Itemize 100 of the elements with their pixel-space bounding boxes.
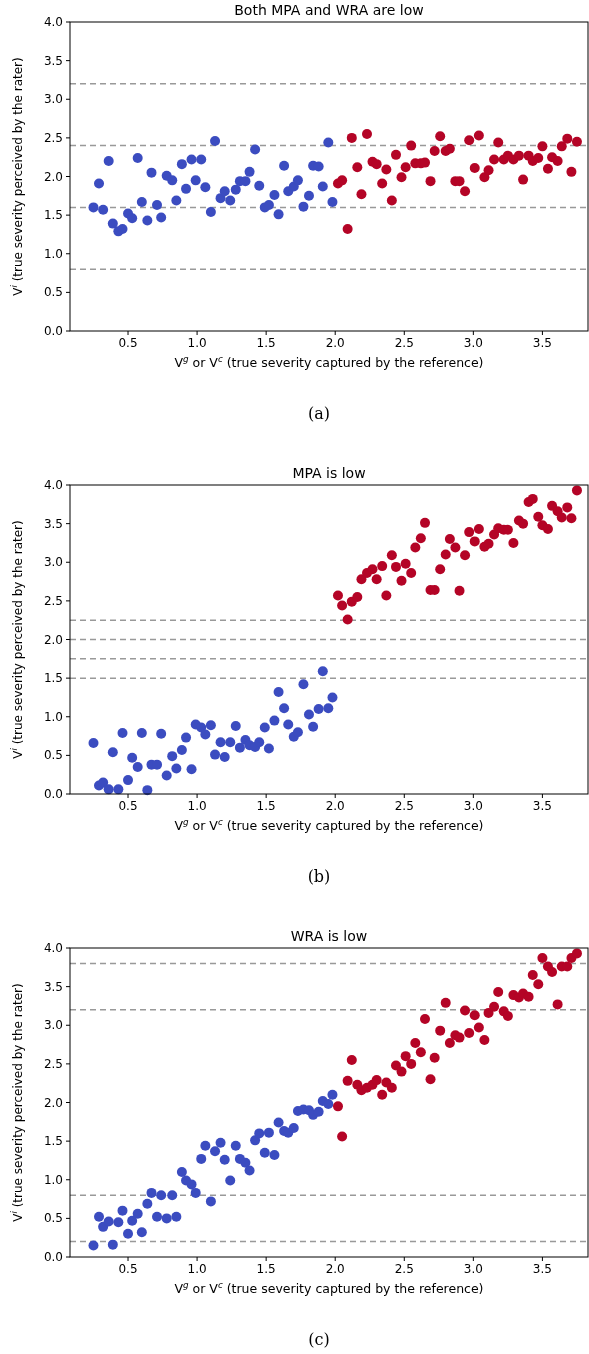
point (337, 600, 348, 611)
point (196, 154, 207, 165)
y-tick-label: 3.5 (43, 53, 63, 68)
point (396, 172, 407, 183)
point (371, 1075, 382, 1086)
point (94, 1211, 105, 1222)
point (508, 537, 519, 548)
y-tick-label: 3.5 (43, 516, 63, 531)
point (317, 181, 328, 192)
x-tick-label: 2.0 (325, 336, 345, 350)
point (479, 1034, 490, 1045)
point (396, 1066, 407, 1077)
y-tick-label: 2.0 (43, 1095, 63, 1110)
point (377, 178, 388, 189)
point (444, 534, 455, 545)
point (406, 568, 417, 579)
point (542, 163, 553, 174)
point (566, 513, 577, 524)
x-tick-label: 1.5 (256, 1262, 276, 1276)
point (533, 152, 544, 163)
point (460, 186, 471, 197)
point (493, 987, 504, 998)
point (464, 1027, 475, 1038)
point (303, 190, 314, 201)
point (469, 536, 480, 547)
point (113, 1217, 124, 1228)
y-tick-label: 1.0 (43, 1172, 63, 1187)
point (171, 195, 182, 206)
point (127, 752, 138, 763)
y-tick-label: 0.5 (43, 285, 63, 300)
point (346, 132, 357, 143)
point (460, 550, 471, 561)
point (167, 751, 178, 762)
point (146, 167, 157, 178)
point (88, 202, 99, 213)
x-axis-title: V$^{g}$ or V$^{c}$ (true severity captured by the reference) (174, 1280, 484, 1296)
point (425, 1074, 436, 1085)
point (136, 196, 147, 207)
point (420, 157, 430, 168)
point (381, 164, 392, 175)
x-tick-label: 1.0 (187, 336, 207, 350)
point (161, 1213, 172, 1224)
point (240, 1157, 251, 1168)
chart-title: Both MPA and WRA are low (234, 2, 424, 18)
x-tick-label: 3.0 (463, 1262, 483, 1276)
point (269, 715, 280, 726)
point (556, 141, 567, 152)
point (279, 703, 290, 714)
point (152, 200, 163, 211)
point (190, 175, 201, 186)
y-tick-label: 2.5 (43, 1056, 63, 1071)
point (323, 703, 334, 714)
point (483, 165, 494, 176)
point (489, 154, 500, 165)
point (483, 1007, 494, 1018)
point (250, 144, 261, 155)
point (406, 140, 417, 151)
x-tick-label: 2.0 (325, 1262, 345, 1276)
point (171, 763, 182, 774)
y-tick-label: 2.5 (43, 130, 63, 145)
point (244, 1165, 255, 1176)
point (415, 533, 426, 544)
point (361, 129, 372, 140)
point (215, 1137, 226, 1148)
point (190, 1187, 201, 1198)
x-tick-label: 3.5 (532, 799, 552, 813)
point (205, 1196, 216, 1207)
point (571, 136, 582, 147)
point (425, 176, 436, 187)
y-tick-label: 4.0 (43, 478, 63, 492)
point (117, 727, 128, 738)
point (469, 1010, 480, 1021)
point (176, 744, 187, 755)
point (464, 527, 475, 538)
x-tick-label: 3.5 (532, 1262, 552, 1276)
point (410, 1038, 421, 1049)
point (337, 175, 348, 186)
point (317, 666, 328, 677)
point (513, 150, 524, 161)
text: (a) (307, 404, 331, 423)
point (225, 195, 236, 206)
point (332, 590, 343, 601)
point (98, 1221, 109, 1232)
point (396, 575, 407, 586)
point (156, 728, 167, 739)
point (377, 561, 388, 572)
point (230, 721, 241, 732)
x-tick-label: 0.5 (118, 799, 138, 813)
point (547, 966, 558, 977)
point (435, 564, 446, 575)
point (566, 166, 577, 177)
point (298, 201, 309, 212)
point (273, 209, 284, 220)
point (132, 761, 143, 772)
point (415, 1047, 426, 1058)
point (391, 149, 401, 160)
point (254, 180, 265, 191)
point (263, 1127, 274, 1138)
point (342, 614, 353, 625)
point (171, 1211, 182, 1222)
